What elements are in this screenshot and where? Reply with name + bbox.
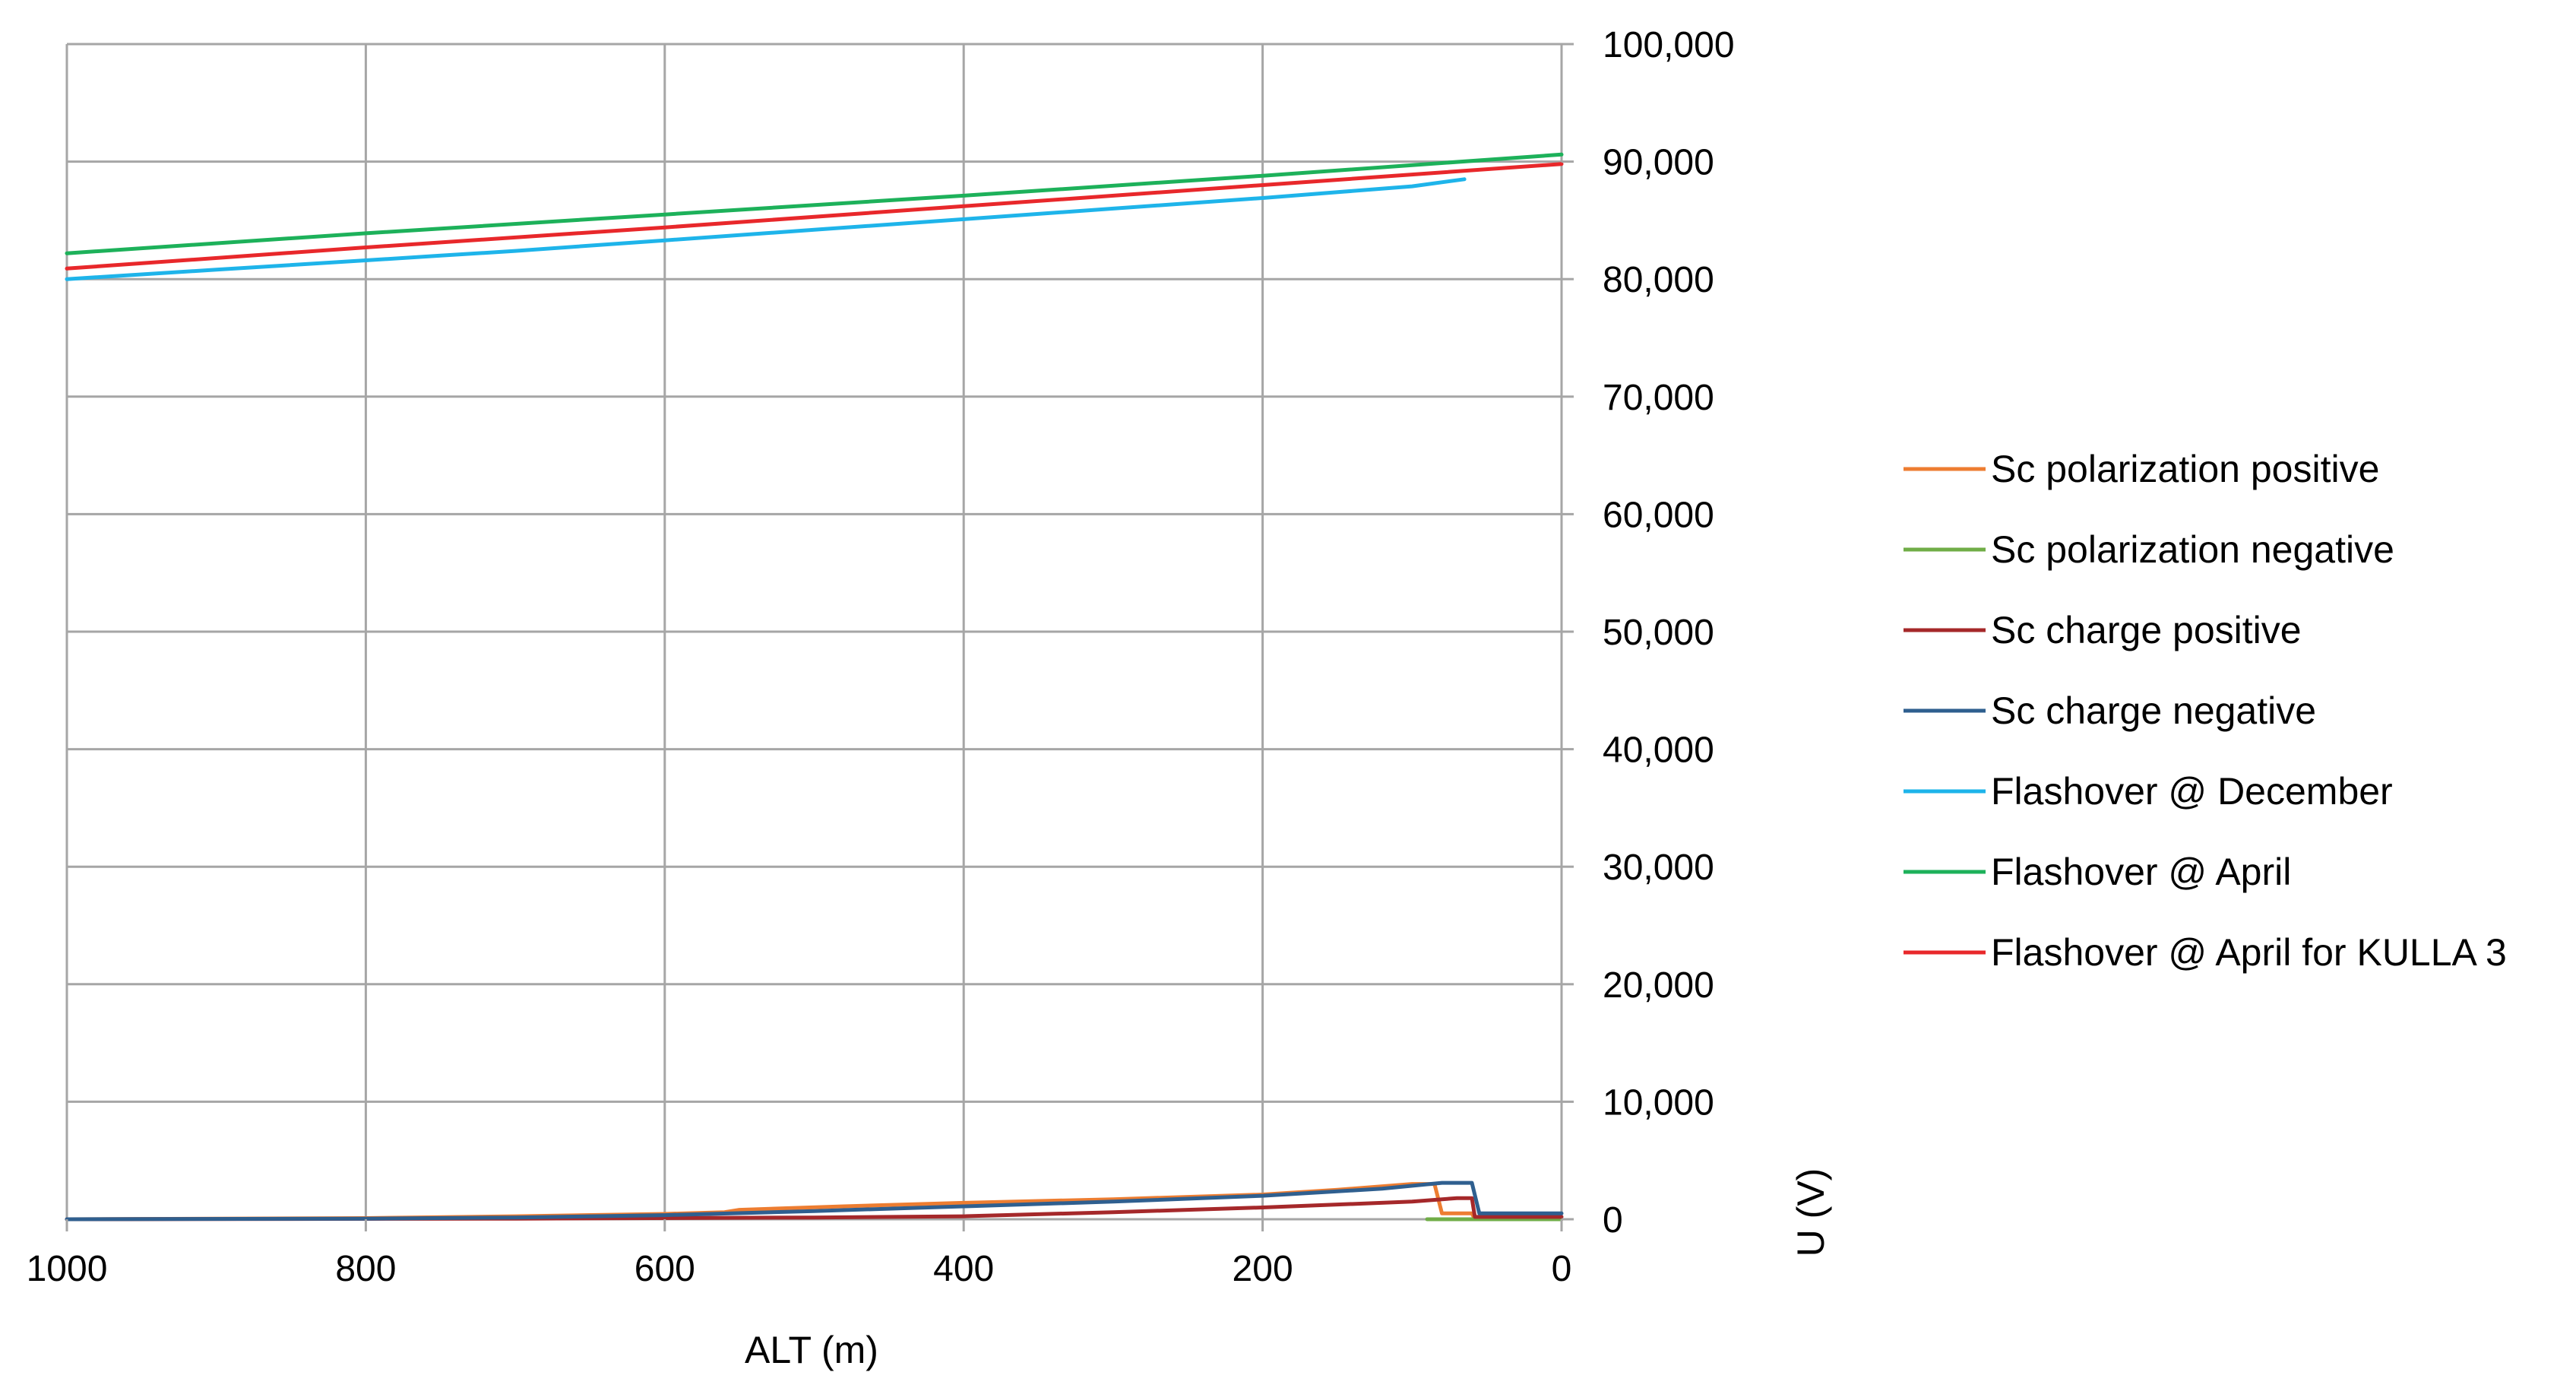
legend-item: Flashover @ April for KULLA 3 [1904,931,2507,974]
x-tick-label: 1000 [27,1249,108,1289]
legend-label: Sc charge positive [1991,609,2302,651]
x-tick-label: 800 [335,1249,396,1289]
legend: Sc polarization positive Sc polarization … [1904,448,2507,974]
legend-label: Sc polarization positive [1991,448,2379,490]
y-tick-label: 40,000 [1603,730,1714,771]
axes: 0 10,000 20,000 30,000 40,000 50,000 60,000 70,… [27,25,1735,1289]
plot-series [65,152,1564,1222]
x-axis-title: ALT (m) [745,1329,878,1371]
x-tick-label: 400 [933,1249,994,1289]
legend-item: Sc polarization negative [1904,528,2394,571]
y-tick-label: 50,000 [1603,613,1714,653]
x-tick-label: 600 [635,1249,695,1289]
series-line [65,177,1467,281]
legend-label: Sc charge negative [1991,689,2316,732]
y-tick-label: 60,000 [1603,495,1714,535]
legend-item: Flashover @ December [1904,770,2393,813]
x-tick-label: 200 [1233,1249,1293,1289]
legend-label: Flashover @ December [1991,770,2393,813]
y-tick-label: 20,000 [1603,965,1714,1006]
y-tick-label: 0 [1603,1200,1623,1241]
y-tick-label: 30,000 [1603,848,1714,888]
legend-label: Flashover @ April for KULLA 3 [1991,931,2507,974]
series-line [65,1180,1564,1222]
legend-label: Sc polarization negative [1991,528,2394,571]
x-tick-label: 0 [1552,1249,1572,1289]
grid [65,43,1563,1221]
legend-item: Sc polarization positive [1904,448,2379,490]
y-axis-title: U (V) [1790,1168,1832,1257]
legend-label: Flashover @ April [1991,851,2291,893]
legend-item: Sc charge positive [1904,609,2302,651]
y-tick-label: 80,000 [1603,260,1714,300]
y-tick-label: 10,000 [1603,1082,1714,1123]
series-line [65,162,1564,271]
y-tick-label: 100,000 [1603,25,1735,65]
series-line [65,1196,1564,1222]
legend-item: Sc charge negative [1904,689,2316,732]
series-line [65,152,1564,255]
legend-item: Flashover @ April [1904,851,2291,893]
y-tick-label: 90,000 [1603,143,1714,183]
y-tick-label: 70,000 [1603,378,1714,418]
